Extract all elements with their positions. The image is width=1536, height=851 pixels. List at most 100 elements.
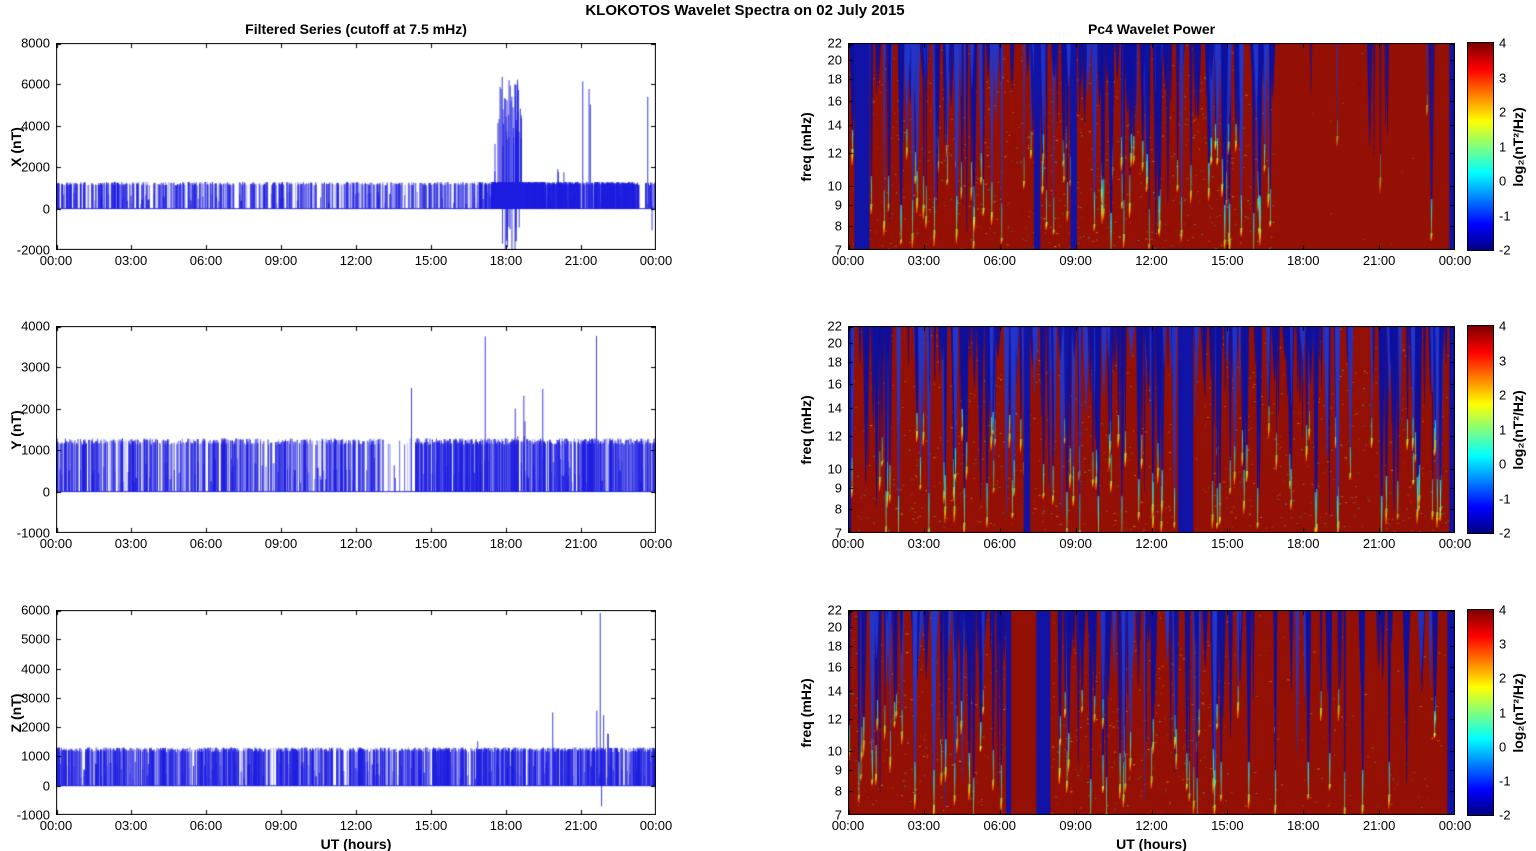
x-axis-tick-label: 03:00 — [114, 818, 148, 833]
freq-tick-label: 22 — [827, 602, 842, 618]
x-axis-tick-label: 00:00 — [639, 818, 673, 833]
x-axis-tick-label: 06:00 — [189, 253, 223, 268]
ut-hours-label-right: UT (hours) — [1116, 836, 1187, 851]
colorbar-tick-label: 3 — [1499, 353, 1507, 368]
freq-tick-label: 16 — [827, 659, 842, 675]
colorbar-canvas — [1467, 42, 1494, 251]
y-axis-tick-label: 0 — [42, 484, 50, 500]
z-wavelet-power-canvas — [848, 610, 1455, 815]
freq-tick-label: 9 — [834, 762, 842, 778]
x-axis-tick-label: 18:00 — [489, 818, 523, 833]
x-axis-tick-label: 21:00 — [564, 818, 598, 833]
colorbar-tick-label: 0 — [1499, 739, 1507, 755]
x-wavelet-power-canvas — [848, 43, 1455, 250]
colorbar-tick-label: 3 — [1499, 70, 1507, 85]
x-axis-tick-label: 09:00 — [1059, 818, 1092, 833]
x-axis-tick-label: 15:00 — [1211, 536, 1244, 551]
colorbar-label: log₂(nT²/Hz) — [1510, 672, 1526, 753]
x-axis-tick-label: 00:00 — [831, 818, 865, 833]
colorbar-tick-label: 3 — [1499, 636, 1507, 652]
y-axis-tick-label: 2000 — [21, 401, 50, 417]
freq-tick-label: 9 — [834, 480, 842, 496]
y-axis-tick-label: 0 — [42, 201, 50, 217]
x-axis-tick-label: 18:00 — [1286, 536, 1320, 551]
colorbar-tick-label: 1 — [1499, 705, 1507, 720]
x-axis-tick-label: 00:00 — [639, 253, 673, 268]
freq-tick-label: 16 — [827, 376, 842, 392]
x-axis-tick-label: 03:00 — [114, 536, 148, 551]
x-axis-tick-label: 12:00 — [1135, 818, 1168, 833]
x-axis-tick-label: 00:00 — [1438, 536, 1472, 551]
freq-tick-label: 18 — [827, 354, 842, 370]
freq-tick-label: 12 — [827, 711, 842, 726]
y-axis-tick-label: 6000 — [21, 76, 50, 92]
x-axis-tick-label: 12:00 — [1135, 253, 1168, 268]
x-axis-tick-label: 09:00 — [1059, 253, 1092, 268]
x-axis-tick-label: 00:00 — [639, 536, 673, 551]
freq-tick-label: 16 — [827, 93, 842, 109]
x-axis-tick-label: 21:00 — [564, 536, 598, 551]
y-axis-tick-label: 3000 — [21, 690, 50, 706]
x-axis-tick-label: 15:00 — [414, 818, 448, 833]
y-axis-label: Y (nT) — [8, 409, 24, 450]
x-axis-tick-label: 00:00 — [831, 536, 865, 551]
colorbar-tick-label: -2 — [1499, 525, 1511, 541]
colorbar-tick-label: 1 — [1499, 139, 1507, 154]
freq-tick-label: 22 — [827, 35, 842, 51]
x-axis-tick-label: 00:00 — [1438, 253, 1472, 268]
freq-tick-label: 7 — [834, 242, 842, 258]
freq-tick-label: 8 — [834, 783, 842, 799]
x-axis-tick-label: 09:00 — [1059, 536, 1092, 551]
colorbar-tick-label: -2 — [1499, 242, 1511, 258]
colorbar-label: log₂(nT²/Hz) — [1510, 389, 1526, 470]
y-filtered-series-canvas — [56, 326, 656, 533]
x-axis-tick-label: 18:00 — [489, 253, 523, 268]
colorbar-tick-label: 4 — [1499, 602, 1507, 618]
x-axis-tick-label: 15:00 — [414, 536, 448, 551]
y-axis-tick-label: 4000 — [21, 118, 50, 134]
y-axis-tick-label: 4000 — [21, 318, 50, 334]
freq-axis-label: freq (mHz) — [798, 394, 814, 465]
y-axis-tick-label: -1000 — [16, 525, 50, 541]
colorbar-tick-label: 4 — [1499, 318, 1507, 334]
x-axis-tick-label: 15:00 — [1211, 253, 1244, 268]
y-axis-tick-label: 0 — [42, 778, 50, 794]
x-axis-tick-label: 21:00 — [1362, 536, 1396, 551]
right-column-title: Pc4 Wavelet Power — [1087, 21, 1216, 37]
freq-tick-label: 7 — [834, 807, 842, 823]
freq-tick-label: 18 — [827, 638, 842, 654]
x-axis-tick-label: 12:00 — [1135, 536, 1168, 551]
figure-title: KLOKOTOS Wavelet Spectra on 02 July 2015 — [585, 2, 905, 19]
colorbar-tick-label: 2 — [1499, 387, 1507, 403]
freq-tick-label: 10 — [827, 461, 842, 477]
x-axis-tick-label: 06:00 — [189, 818, 223, 833]
x-axis-tick-label: 06:00 — [983, 536, 1017, 551]
x-axis-tick-label: 00:00 — [39, 536, 73, 551]
freq-tick-label: 9 — [834, 197, 842, 213]
y-axis-tick-label: 6000 — [21, 602, 50, 618]
freq-tick-label: 20 — [827, 335, 842, 351]
freq-tick-label: 12 — [827, 428, 842, 444]
x-axis-tick-label: 06:00 — [189, 536, 223, 551]
x-axis-tick-label: 06:00 — [983, 818, 1017, 833]
y-axis-tick-label: 8000 — [21, 35, 50, 51]
y-axis-label: Z (nT) — [8, 693, 24, 732]
freq-tick-label: 14 — [827, 683, 842, 699]
x-axis-tick-label: 00:00 — [39, 253, 73, 268]
x-axis-tick-label: 03:00 — [907, 536, 941, 551]
y-axis-tick-label: 2000 — [21, 159, 50, 175]
z-filtered-series-canvas — [56, 610, 656, 815]
colorbar-canvas — [1467, 609, 1494, 816]
x-axis-tick-label: 09:00 — [264, 818, 298, 833]
freq-tick-label: 7 — [834, 525, 842, 541]
colorbar-tick-label: 1 — [1499, 422, 1507, 437]
colorbar-canvas — [1467, 325, 1494, 534]
x-axis-tick-label: 09:00 — [264, 536, 298, 551]
colorbar-tick-label: -1 — [1499, 491, 1511, 506]
freq-tick-label: 10 — [827, 178, 842, 194]
colorbar-tick-label: 2 — [1499, 104, 1507, 120]
freq-tick-label: 20 — [827, 52, 842, 68]
colorbar-tick-label: -2 — [1499, 807, 1511, 823]
x-axis-tick-label: 00:00 — [1438, 818, 1472, 833]
